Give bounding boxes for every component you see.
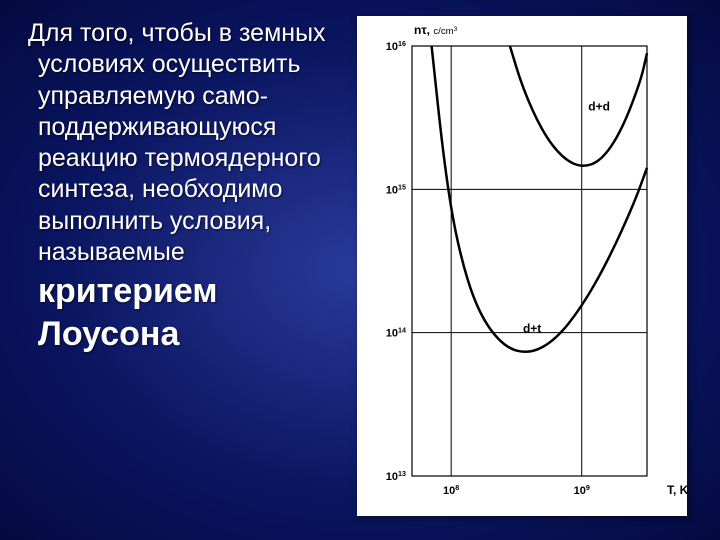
chart-column: 1013101410151016108109nτ, c/cm3T, Kd+td+…: [360, 0, 700, 540]
text-column: Для того, чтобы в земных условиях осущес…: [0, 0, 360, 540]
svg-text:T, K: T, K: [667, 483, 687, 497]
svg-text:d+t: d+t: [523, 322, 541, 336]
svg-text:nτ, c/cm3: nτ, c/cm3: [414, 23, 458, 37]
criterion-line-2: Лоусона: [38, 315, 350, 354]
body-text: Для того, чтобы в земных условиях осущес…: [38, 18, 350, 268]
svg-text:d+d: d+d: [588, 100, 610, 114]
chart-svg: 1013101410151016108109nτ, c/cm3T, Kd+td+…: [357, 16, 687, 516]
criterion-line-1: критерием: [38, 272, 350, 311]
slide: Для того, чтобы в земных условиях осущес…: [0, 0, 720, 540]
lawson-chart: 1013101410151016108109nτ, c/cm3T, Kd+td+…: [357, 16, 687, 516]
